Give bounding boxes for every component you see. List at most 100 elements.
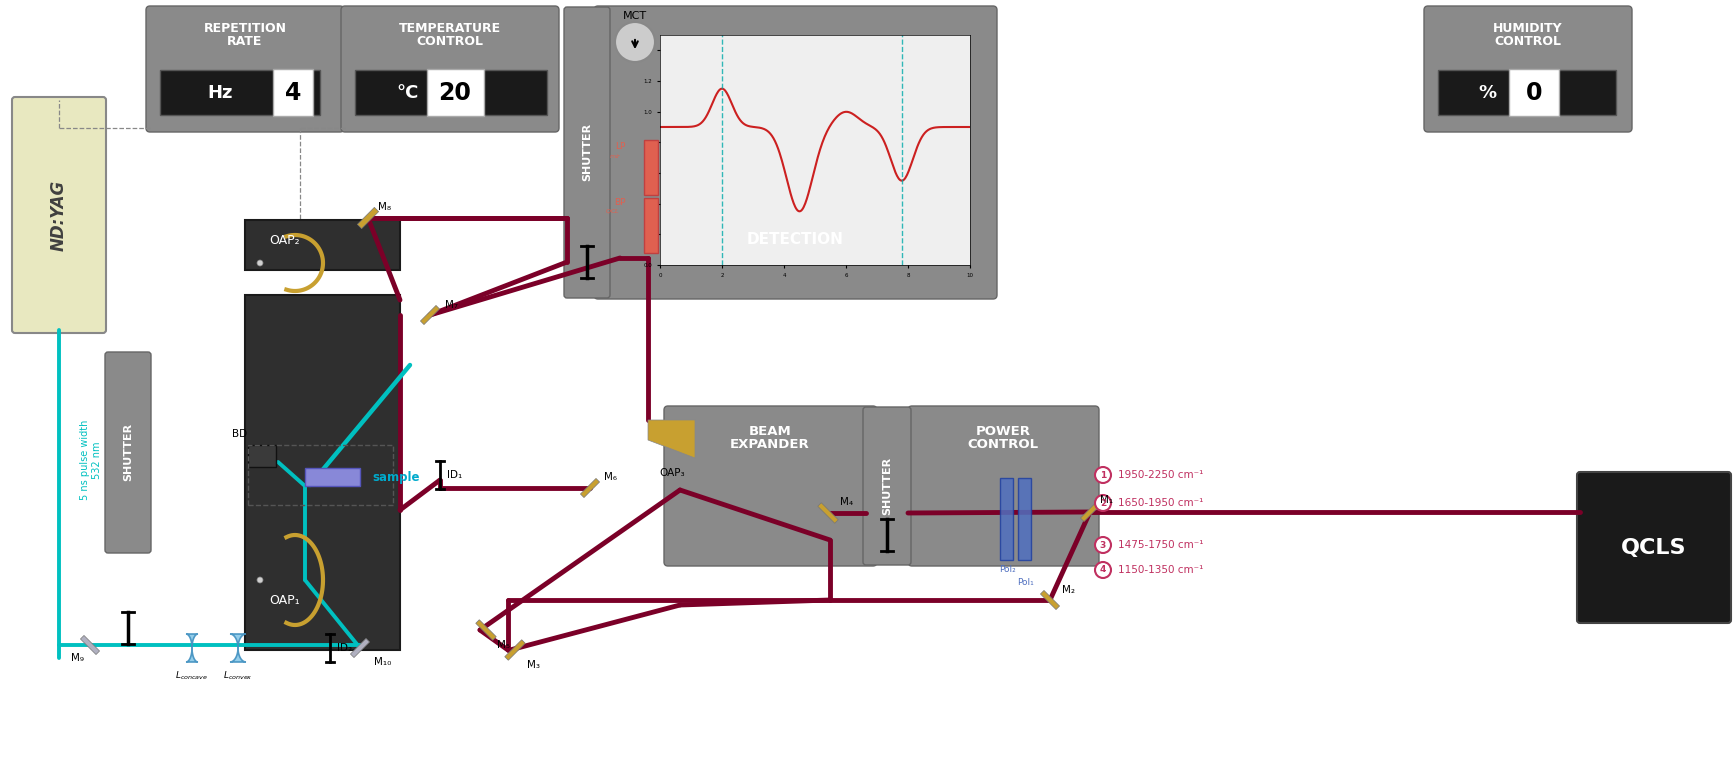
Text: MCT: MCT — [623, 11, 648, 21]
Circle shape — [615, 22, 654, 62]
Text: Pol₂: Pol₂ — [998, 565, 1016, 574]
Text: 1475-1750 cm⁻¹: 1475-1750 cm⁻¹ — [1118, 540, 1203, 550]
Text: BEAM: BEAM — [748, 425, 792, 438]
Text: M₂: M₂ — [1062, 585, 1075, 595]
Circle shape — [1095, 495, 1111, 511]
Polygon shape — [186, 634, 198, 662]
Text: 3: 3 — [1101, 540, 1106, 550]
FancyBboxPatch shape — [104, 352, 151, 553]
Text: BP: BP — [615, 198, 627, 207]
Circle shape — [1095, 537, 1111, 553]
Text: M₅: M₅ — [496, 640, 510, 650]
Bar — [644, 140, 658, 195]
Text: M₈: M₈ — [378, 202, 391, 212]
Text: OAP₁: OAP₁ — [269, 593, 300, 606]
Text: Pol₁: Pol₁ — [1017, 578, 1033, 587]
Text: EXPANDER: EXPANDER — [731, 438, 811, 451]
FancyBboxPatch shape — [12, 97, 106, 333]
Text: 4: 4 — [1101, 565, 1106, 575]
Polygon shape — [648, 420, 694, 458]
Text: M₇: M₇ — [444, 300, 458, 310]
Text: 532 nm: 532 nm — [92, 441, 102, 478]
Polygon shape — [476, 620, 496, 640]
Text: CONTROL: CONTROL — [967, 438, 1038, 451]
Text: 1150-1350 cm⁻¹: 1150-1350 cm⁻¹ — [1118, 565, 1203, 575]
Text: M₃: M₃ — [528, 660, 540, 670]
Text: HUMIDITY: HUMIDITY — [1493, 22, 1562, 35]
Polygon shape — [229, 634, 247, 662]
Text: Hz: Hz — [207, 84, 233, 102]
FancyBboxPatch shape — [146, 6, 344, 132]
FancyBboxPatch shape — [1576, 472, 1731, 623]
Bar — [644, 198, 658, 253]
Text: ID₁: ID₁ — [446, 470, 462, 480]
Circle shape — [1095, 467, 1111, 483]
Text: 0: 0 — [1526, 81, 1542, 105]
Text: OAP₃: OAP₃ — [660, 468, 684, 478]
Text: BD: BD — [233, 429, 248, 439]
FancyBboxPatch shape — [908, 406, 1099, 566]
Text: SHUTTER: SHUTTER — [123, 423, 134, 481]
Text: OAP₂: OAP₂ — [269, 233, 300, 247]
Text: RATE: RATE — [227, 35, 262, 48]
Polygon shape — [1040, 590, 1059, 609]
Bar — [160, 70, 319, 115]
Text: 1950-2250 cm⁻¹: 1950-2250 cm⁻¹ — [1118, 470, 1203, 480]
Text: %: % — [1477, 84, 1496, 102]
Polygon shape — [505, 640, 526, 660]
Text: 1650-1950 cm⁻¹: 1650-1950 cm⁻¹ — [1118, 498, 1203, 508]
Text: 20: 20 — [439, 81, 472, 105]
Text: 2: 2 — [1101, 499, 1106, 507]
Text: CONTROL: CONTROL — [1495, 35, 1561, 48]
Polygon shape — [351, 638, 370, 658]
Polygon shape — [80, 635, 99, 655]
Circle shape — [1095, 562, 1111, 578]
FancyBboxPatch shape — [594, 6, 996, 299]
Text: REPETITION: REPETITION — [203, 22, 286, 35]
Text: $_{mir}$: $_{mir}$ — [609, 152, 621, 161]
Text: °C: °C — [398, 84, 418, 102]
Text: $L_{convex}$: $L_{convex}$ — [224, 670, 253, 683]
Text: POWER: POWER — [976, 425, 1031, 438]
Text: CONTROL: CONTROL — [417, 35, 484, 48]
Text: QCLS: QCLS — [1621, 538, 1687, 558]
Text: M₆: M₆ — [604, 472, 616, 482]
Circle shape — [257, 260, 262, 266]
Text: $_{QCL}$: $_{QCL}$ — [606, 208, 620, 217]
FancyBboxPatch shape — [863, 407, 911, 565]
Text: LP: LP — [616, 142, 627, 151]
Bar — [245, 295, 399, 650]
Polygon shape — [580, 478, 599, 497]
Text: ID₂: ID₂ — [337, 643, 352, 653]
FancyBboxPatch shape — [273, 69, 312, 116]
FancyBboxPatch shape — [340, 6, 559, 132]
Bar — [306, 468, 359, 486]
Polygon shape — [358, 207, 378, 229]
Text: SHUTTER: SHUTTER — [882, 457, 892, 515]
Text: 1: 1 — [1101, 471, 1106, 479]
FancyBboxPatch shape — [427, 69, 484, 116]
Text: 4: 4 — [285, 81, 300, 105]
FancyBboxPatch shape — [1509, 69, 1559, 116]
Text: M₄: M₄ — [840, 497, 852, 507]
Bar — [248, 445, 276, 467]
Polygon shape — [818, 503, 838, 523]
Text: M₁₀: M₁₀ — [373, 657, 391, 667]
Text: TEMPERATURE: TEMPERATURE — [399, 22, 502, 35]
Polygon shape — [1080, 503, 1099, 522]
Bar — [1000, 478, 1014, 560]
Polygon shape — [420, 306, 439, 325]
Bar — [1017, 478, 1031, 560]
Text: $L_{concave}$: $L_{concave}$ — [175, 670, 208, 683]
Text: SHUTTER: SHUTTER — [582, 123, 592, 181]
Bar — [354, 70, 547, 115]
Text: ND:YAG: ND:YAG — [50, 179, 68, 251]
Bar — [1437, 70, 1616, 115]
Text: DETECTION: DETECTION — [746, 232, 844, 248]
Text: 5 ns pulse width: 5 ns pulse width — [80, 420, 90, 500]
Bar — [245, 220, 399, 270]
FancyBboxPatch shape — [564, 7, 609, 298]
Text: M₉: M₉ — [71, 653, 85, 663]
Circle shape — [257, 577, 262, 583]
FancyBboxPatch shape — [1424, 6, 1632, 132]
